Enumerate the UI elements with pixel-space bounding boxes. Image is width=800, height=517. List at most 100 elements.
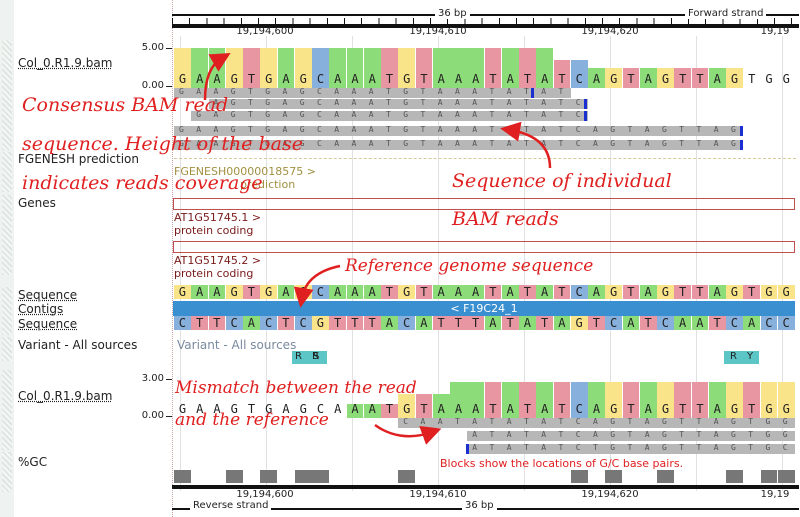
reference-base-reverse: A [674, 316, 691, 330]
coverage-bottom-base: A [368, 402, 376, 416]
reference-base-reverse: T [501, 316, 519, 330]
track-handle-fgenesh[interactable] [2, 152, 12, 192]
top-ruler-ticks [172, 18, 799, 24]
reference-base-reverse: A [691, 316, 709, 330]
reference-base-reverse: C [605, 316, 622, 330]
coverage-top-bar [605, 68, 622, 88]
coverage-top-bar [553, 60, 571, 88]
read-top[interactable] [174, 126, 744, 136]
track-handle-sequence[interactable] [2, 287, 12, 335]
read-top-base: A [644, 125, 650, 134]
read-top-base: T [489, 98, 495, 107]
reference-base-reverse: T [191, 316, 208, 330]
read-top[interactable] [174, 88, 571, 98]
gene-2-label[interactable]: AT1G51745.2 > [174, 254, 262, 267]
variant-marker-ry[interactable] [724, 351, 759, 364]
gc-block [225, 470, 243, 483]
read-top-base: C [317, 110, 322, 119]
track-handle-bam-top[interactable] [2, 40, 12, 150]
read-top-base: T [489, 110, 495, 119]
read-top-base: G [403, 125, 409, 134]
read-bottom-base: A [506, 430, 512, 439]
reference-base-reverse: G [312, 316, 329, 330]
read-bottom-base: G [782, 430, 788, 439]
read-bottom[interactable] [467, 444, 795, 454]
coverage-top-base: A [541, 72, 549, 86]
variant-marker-rs[interactable]: R [292, 351, 327, 364]
gc-block [294, 470, 312, 483]
track-label-genes[interactable]: Genes [18, 196, 56, 210]
track-handle-strip [0, 0, 14, 517]
read-bottom[interactable] [467, 431, 795, 441]
read-bottom-base: G [782, 417, 788, 426]
reference-base: A [191, 285, 208, 299]
coverage-top-bar [536, 48, 553, 88]
gene-1-label[interactable]: AT1G51745.1 > [174, 211, 262, 224]
track-label-variants[interactable]: Variant - All sources [18, 338, 138, 352]
read-bottom-base: C [575, 417, 581, 426]
gc-block [570, 470, 588, 483]
track-handle-variants[interactable] [2, 337, 12, 361]
mismatch-tick [740, 140, 743, 150]
track-label-contigs[interactable]: Contigs [18, 302, 64, 316]
read-bottom-base: A [420, 417, 426, 426]
read-top-base: A [213, 87, 219, 96]
track-label-bam-bottom[interactable]: Col_0.R1.9.bam [18, 389, 113, 403]
coverage-top-bar [708, 68, 726, 88]
read-bottom-base: T [679, 443, 685, 452]
read-top[interactable] [174, 140, 744, 150]
track-label-sequence[interactable]: Sequence [18, 288, 78, 302]
read-top-base: T [696, 139, 702, 148]
coverage-top-base: G [299, 72, 307, 86]
read-top-base: G [230, 110, 236, 119]
coverage-bottom-bar [639, 382, 657, 418]
track-label-gc[interactable]: %GC [18, 455, 48, 469]
read-top[interactable] [208, 99, 588, 109]
mismatch-tick [466, 444, 469, 454]
coord-label: 19,194,620 [581, 489, 639, 500]
read-top-base: A [368, 139, 374, 148]
coverage-top-base: A [454, 72, 463, 86]
track-handle-genes[interactable] [2, 195, 12, 275]
coverage-top-bar [381, 48, 398, 88]
track-handle-bam-bottom[interactable] [2, 370, 12, 450]
track-label-sequence-reverse[interactable]: Sequence [18, 317, 78, 331]
read-bottom-base: T [489, 443, 495, 452]
gene-feature-2[interactable] [173, 241, 795, 253]
contig-bar[interactable]: < F19C24_1 [173, 301, 795, 316]
coverage-bottom-base: G [661, 402, 670, 416]
read-top-base: A [506, 98, 512, 107]
read-bottom-base: T [627, 430, 633, 439]
track-label-bam-top[interactable]: Col_0.R1.9.bam [18, 56, 113, 70]
bottom-ruler-thick [172, 485, 799, 489]
coverage-bottom-base: C [575, 402, 583, 416]
read-top[interactable] [191, 111, 588, 121]
read-top-base: T [679, 139, 685, 148]
fgenesh-item[interactable]: FGENESH00000018575 > [174, 165, 316, 178]
read-top-base: A [282, 87, 288, 96]
coverage-bottom-base: G [765, 402, 773, 416]
track-handle-gc[interactable] [2, 452, 12, 492]
variants-inner-label: Variant - All sources [177, 338, 297, 352]
read-bottom-base: A [472, 430, 478, 439]
coverage-top-bar [450, 48, 467, 88]
coverage-bottom-base: A [454, 402, 463, 416]
read-bottom[interactable] [398, 418, 795, 428]
read-top-base: G [230, 125, 236, 134]
read-top-base: T [420, 87, 426, 96]
coverage-bottom-base: A [644, 402, 652, 416]
coverage-bottom-base: A [472, 402, 480, 416]
coverage-bottom-base: T [420, 402, 428, 416]
gene-feature-1[interactable] [173, 198, 795, 210]
read-top-base: T [420, 125, 426, 134]
track-label-fgenesh[interactable]: FGENESH prediction [18, 152, 140, 166]
fgenesh-item-sub: prediction [240, 178, 296, 191]
coverage-bottom-bar [622, 382, 640, 418]
reference-base-reverse: A [484, 316, 502, 330]
coverage-top-base: G [765, 72, 773, 86]
read-top-base: G [265, 110, 271, 119]
read-bottom-base: A [541, 430, 547, 439]
read-top-base: A [213, 98, 219, 107]
reference-base: C [312, 285, 329, 299]
